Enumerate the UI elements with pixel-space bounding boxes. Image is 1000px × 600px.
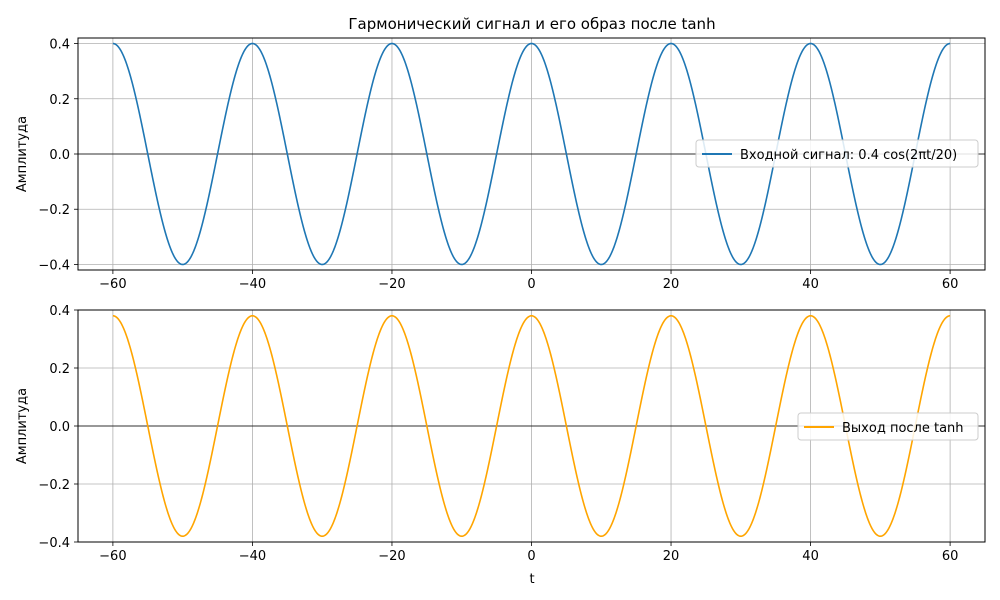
bottom-x-tick-label: −40 xyxy=(239,549,266,564)
bottom-line-series xyxy=(112,314,951,538)
bottom-legend: Выход после tanh xyxy=(797,412,979,441)
top-x-ticks: −60 −40 −20 0 20 40 60 xyxy=(99,270,958,292)
bottom-series-line-0 xyxy=(112,314,951,538)
bottom-panel: −60 −40 −20 0 20 40 60 −0.4 −0.2 0.0 0.2 0.4 Ампли… xyxy=(15,304,986,587)
top-y-tick-label: 0.2 xyxy=(49,93,70,108)
bottom-x-tick-label: 20 xyxy=(663,549,680,564)
bottom-y-axis-label: Амплитуда xyxy=(15,388,30,464)
bottom-y-tick-label: 0.0 xyxy=(49,420,70,435)
top-y-tick-label: −0.2 xyxy=(38,203,70,218)
top-legend-box xyxy=(695,139,979,168)
bottom-y-tick-label: 0.4 xyxy=(49,304,70,319)
top-x-tick-label: −60 xyxy=(99,277,126,292)
bottom-y-tick-label: 0.2 xyxy=(49,362,70,377)
bottom-y-ticks: −0.4 −0.2 0.0 0.2 0.4 xyxy=(38,304,78,551)
top-x-tick-label: 60 xyxy=(942,277,959,292)
top-x-tick-label: −20 xyxy=(378,277,405,292)
top-y-tick-label: 0.4 xyxy=(49,38,70,53)
bottom-y-tick-label: −0.4 xyxy=(38,536,70,551)
bottom-x-tick-label: 60 xyxy=(942,549,959,564)
bottom-x-ticks: −60 −40 −20 0 20 40 60 xyxy=(99,542,958,564)
top-x-tick-label: −40 xyxy=(239,277,266,292)
top-panel: −60 −40 −20 0 20 40 60 −0.4 −0.2 0.0 0.2 0.4 Ампли… xyxy=(15,37,986,292)
bottom-x-axis-label: t xyxy=(529,572,534,587)
bottom-legend-box xyxy=(797,412,979,441)
bottom-y-tick-label: −0.2 xyxy=(38,478,70,493)
top-legend: Входной сигнал: 0.4 cos(2πt/20) xyxy=(695,139,979,168)
top-legend-label: Входной сигнал: 0.4 cos(2πt/20) xyxy=(740,148,957,163)
figure-title: Гармонический сигнал и его образ после t… xyxy=(348,15,715,33)
top-y-tick-label: 0.0 xyxy=(49,148,70,163)
bottom-x-tick-label: −60 xyxy=(99,549,126,564)
top-x-tick-label: 20 xyxy=(663,277,680,292)
top-y-tick-label: −0.4 xyxy=(38,258,70,273)
bottom-x-tick-label: −20 xyxy=(378,549,405,564)
top-y-axis-label: Амплитуда xyxy=(15,116,30,192)
top-x-tick-label: 0 xyxy=(527,277,535,292)
bottom-x-tick-label: 40 xyxy=(802,549,819,564)
top-x-tick-label: 40 xyxy=(802,277,819,292)
bottom-x-tick-label: 0 xyxy=(527,549,535,564)
top-line-series xyxy=(112,42,951,266)
bottom-legend-label: Выход после tanh xyxy=(842,421,964,436)
top-y-ticks: −0.4 −0.2 0.0 0.2 0.4 xyxy=(38,38,78,273)
top-series-line-0 xyxy=(112,42,951,266)
